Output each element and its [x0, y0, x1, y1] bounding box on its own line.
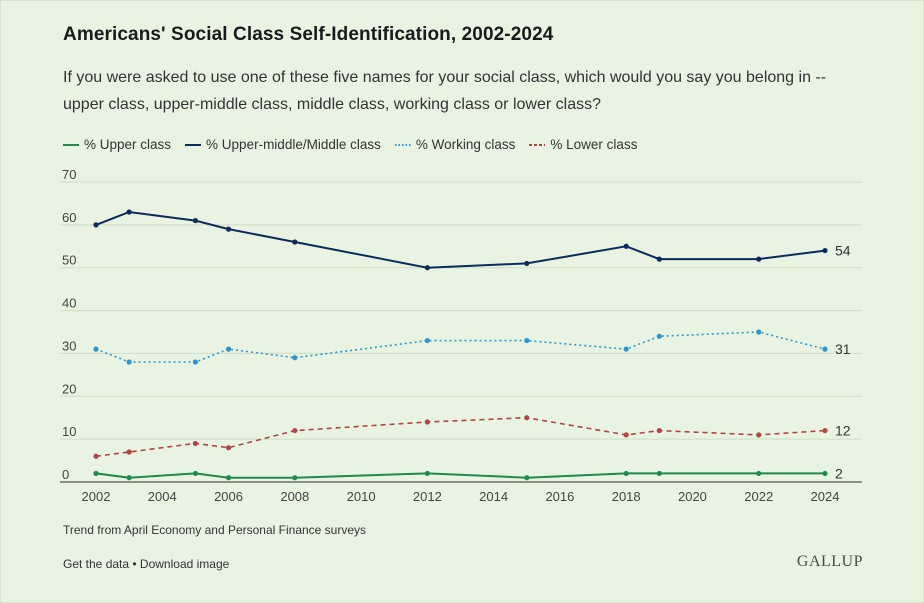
- x-tick-label: 2006: [214, 489, 243, 504]
- chart-subtitle: If you were asked to use one of these fi…: [63, 69, 827, 113]
- x-tick-label: 2014: [479, 489, 508, 504]
- data-point: [623, 243, 629, 249]
- end-value-label: 2: [835, 465, 843, 481]
- y-tick-label: 40: [62, 296, 76, 311]
- legend-item-upper-class: % Upper class: [63, 137, 171, 152]
- data-point: [93, 453, 99, 459]
- legend: % Upper class % Upper-middle/Middle clas…: [63, 137, 651, 152]
- x-tick-label: 2022: [744, 489, 773, 504]
- data-point: [623, 346, 629, 352]
- y-tick-label: 0: [62, 467, 69, 482]
- x-tick-label: 2002: [82, 489, 111, 504]
- link-separator: •: [129, 557, 140, 571]
- y-tick-label: 20: [62, 381, 76, 396]
- data-point: [225, 475, 232, 481]
- legend-label-working-class: % Working class: [415, 137, 516, 152]
- data-point: [292, 239, 298, 245]
- data-point: [656, 256, 662, 262]
- data-point: [623, 432, 629, 438]
- data-point: [126, 475, 132, 481]
- legend-label-middle-class: % Upper-middle/Middle class: [206, 137, 381, 152]
- data-point: [192, 359, 199, 365]
- source-note: Trend from April Economy and Personal Fi…: [63, 523, 367, 537]
- data-point: [93, 346, 99, 352]
- legend-swatch-middle-class: [185, 143, 202, 146]
- x-tick-label: 2012: [413, 489, 442, 504]
- get-data-link[interactable]: Get the data: [63, 557, 130, 571]
- data-point: [93, 222, 99, 228]
- y-tick-label: 30: [62, 338, 76, 353]
- data-point: [192, 217, 199, 224]
- data-point: [424, 337, 430, 344]
- data-point: [822, 346, 828, 352]
- data-point: [623, 470, 629, 477]
- data-point: [292, 475, 298, 481]
- data-point: [126, 449, 132, 455]
- data-point: [93, 470, 99, 477]
- x-tick-label: 2008: [280, 489, 309, 504]
- x-tick-label: 2004: [148, 489, 177, 504]
- data-point: [424, 419, 430, 425]
- data-point: [524, 415, 530, 421]
- data-point: [126, 209, 132, 215]
- x-tick-label: 2016: [545, 489, 574, 504]
- y-tick-label: 70: [62, 167, 76, 182]
- legend-item-middle-class: % Upper-middle/Middle class: [185, 137, 381, 152]
- data-point: [292, 427, 298, 434]
- legend-swatch-working-class: [394, 143, 411, 146]
- end-value-label: 31: [835, 341, 851, 357]
- data-point: [424, 470, 430, 477]
- data-point: [756, 470, 762, 477]
- data-point: [192, 470, 199, 477]
- y-tick-label: 60: [62, 210, 76, 225]
- legend-label-lower-class: % Lower class: [550, 137, 638, 152]
- chart-title: Americans' Social Class Self-Identificat…: [63, 24, 554, 45]
- legend-label-upper-class: % Upper class: [84, 137, 172, 152]
- y-tick-label: 50: [62, 253, 76, 268]
- series-line-1: [95, 210, 826, 269]
- end-value-label: 54: [835, 243, 851, 259]
- data-point: [225, 445, 232, 451]
- data-point: [225, 346, 232, 352]
- data-point: [424, 265, 430, 271]
- gallup-logo: GALLUP: [796, 553, 863, 570]
- data-point: [524, 260, 530, 267]
- series-line-0: [95, 472, 825, 479]
- data-point: [126, 359, 132, 365]
- legend-item-working-class: % Working class: [394, 137, 516, 152]
- data-point: [656, 333, 662, 339]
- data-point: [756, 329, 762, 335]
- y-tick-label: 10: [62, 424, 76, 439]
- series-line-3: [95, 416, 826, 458]
- data-point: [292, 355, 298, 361]
- data-point: [822, 427, 828, 434]
- download-image-link[interactable]: Download image: [139, 557, 230, 571]
- data-point: [822, 247, 828, 254]
- data-point: [822, 470, 828, 477]
- footer-links: Get the data • Download image: [63, 557, 229, 571]
- data-point: [192, 440, 199, 447]
- data-point: [524, 337, 530, 344]
- legend-item-lower-class: % Lower class: [529, 137, 637, 152]
- data-point: [656, 470, 662, 477]
- x-tick-label: 2018: [612, 489, 641, 504]
- legend-swatch-lower-class: [529, 143, 546, 146]
- data-point: [756, 256, 762, 262]
- data-point: [524, 475, 530, 481]
- data-point: [756, 432, 762, 438]
- end-value-label: 12: [835, 423, 851, 439]
- legend-swatch-upper-class: [63, 143, 79, 146]
- data-point: [656, 427, 662, 434]
- x-tick-label: 2020: [678, 489, 707, 504]
- x-tick-label: 2010: [347, 489, 376, 504]
- data-point: [225, 226, 232, 232]
- series-line-2: [95, 331, 826, 363]
- x-tick-label: 2024: [811, 489, 840, 504]
